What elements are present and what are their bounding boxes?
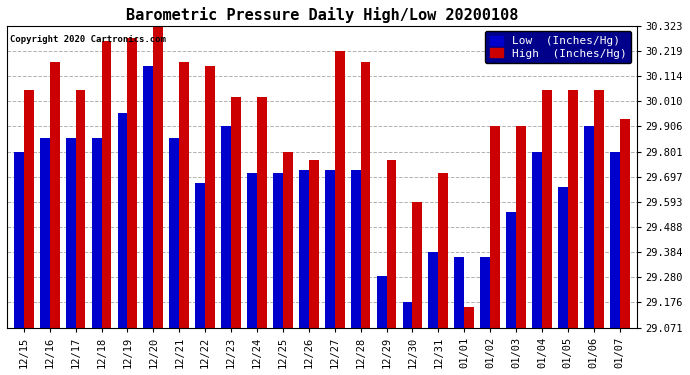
Bar xyxy=(231,97,241,328)
Bar xyxy=(428,252,438,328)
Bar xyxy=(205,66,215,328)
Bar xyxy=(257,97,267,328)
Bar xyxy=(377,276,386,328)
Bar xyxy=(361,62,371,328)
Bar xyxy=(351,170,361,328)
Bar xyxy=(516,126,526,328)
Bar xyxy=(169,138,179,328)
Bar xyxy=(455,257,464,328)
Bar xyxy=(153,26,163,328)
Bar xyxy=(594,90,604,328)
Bar xyxy=(50,62,59,328)
Bar xyxy=(464,308,474,328)
Bar xyxy=(568,90,578,328)
Bar xyxy=(195,183,205,328)
Bar xyxy=(480,257,490,328)
Bar xyxy=(542,90,552,328)
Bar xyxy=(273,173,283,328)
Bar xyxy=(101,41,111,328)
Bar xyxy=(413,202,422,328)
Bar xyxy=(247,173,257,328)
Bar xyxy=(309,160,319,328)
Bar xyxy=(283,152,293,328)
Title: Barometric Pressure Daily High/Low 20200108: Barometric Pressure Daily High/Low 20200… xyxy=(126,7,518,23)
Bar xyxy=(221,126,231,328)
Bar xyxy=(438,173,449,328)
Bar xyxy=(325,170,335,328)
Bar xyxy=(92,138,101,328)
Bar xyxy=(386,160,396,328)
Bar xyxy=(532,152,542,328)
Bar xyxy=(335,51,344,328)
Bar xyxy=(76,90,86,328)
Legend: Low  (Inches/Hg), High  (Inches/Hg): Low (Inches/Hg), High (Inches/Hg) xyxy=(485,31,631,63)
Bar xyxy=(66,138,76,328)
Bar xyxy=(402,302,413,328)
Bar xyxy=(23,90,34,328)
Bar xyxy=(506,212,516,328)
Bar xyxy=(558,187,568,328)
Bar xyxy=(179,62,189,328)
Bar xyxy=(490,126,500,328)
Bar xyxy=(117,113,128,328)
Bar xyxy=(610,152,620,328)
Bar xyxy=(144,66,153,328)
Bar xyxy=(40,138,50,328)
Bar xyxy=(128,38,137,328)
Bar xyxy=(299,170,309,328)
Bar xyxy=(584,126,594,328)
Text: Copyright 2020 Cartronics.com: Copyright 2020 Cartronics.com xyxy=(10,34,166,44)
Bar xyxy=(620,119,629,328)
Bar xyxy=(14,152,23,328)
